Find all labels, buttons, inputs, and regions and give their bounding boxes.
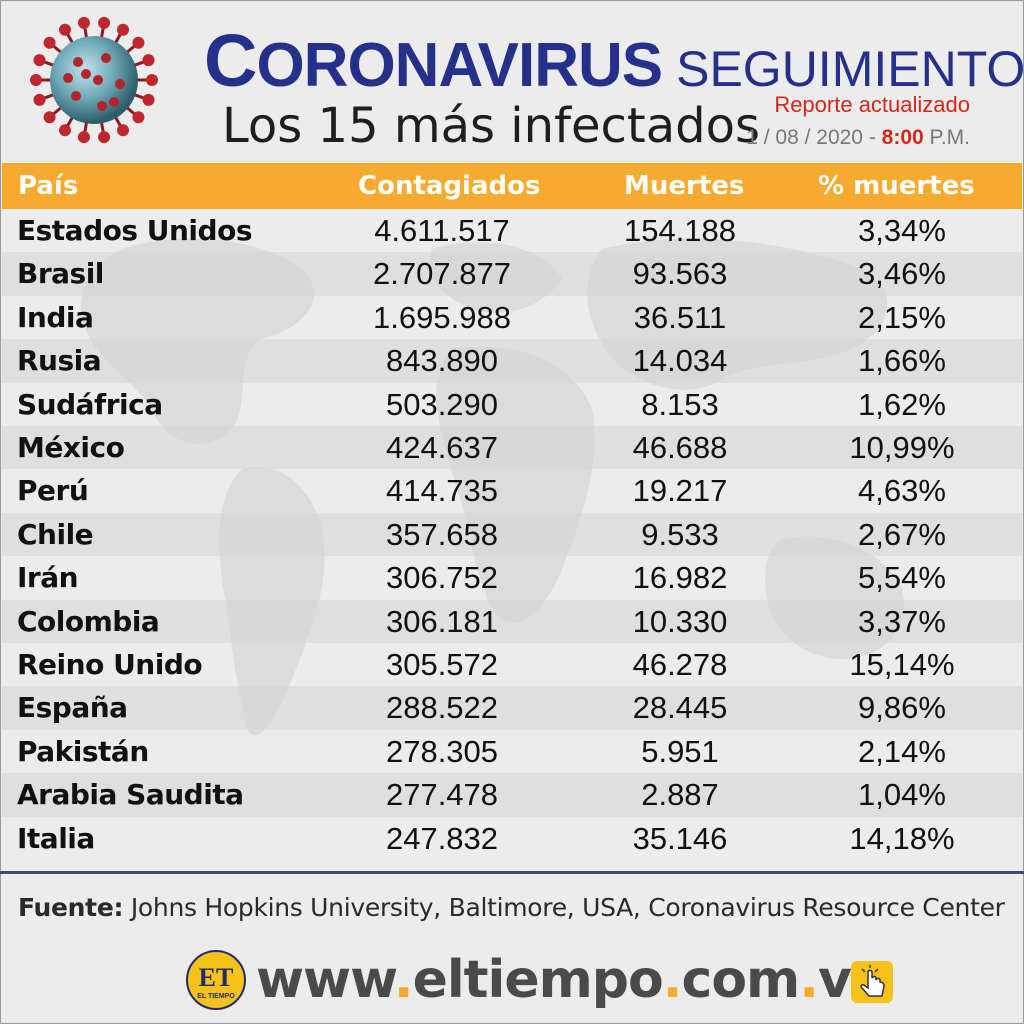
infected-cell: 306.752: [385, 560, 499, 596]
svg-text:EL TIEMPO: EL TIEMPO: [197, 993, 235, 1000]
infected-cell: 306.181: [385, 603, 499, 639]
table-header: País Contagiados Muertes % muertes: [2, 163, 1022, 209]
death-rate-cell: 9,86%: [858, 690, 946, 726]
infected-cell: 424.637: [385, 430, 499, 465]
country-cell: Brasil: [17, 257, 104, 291]
death-rate-cell: 2,67%: [858, 516, 946, 552]
deaths-cell: 9.533: [641, 516, 719, 552]
country-cell: Colombia: [17, 604, 160, 638]
table-body: Estados Unidos 4.611.517 154.188 3,34% Brasi…: [2, 209, 1022, 860]
deaths-cell: 16.982: [632, 560, 728, 596]
page-title: CORONAVIRUS SEGUIMIENTO: [204, 19, 1024, 102]
death-rate-cell: 5,54%: [858, 560, 946, 596]
deaths-cell: 5.951: [641, 733, 719, 769]
source-credit: Fuente: Johns Hopkins University, Baltim…: [18, 893, 1005, 922]
infected-cell: 1.695.988: [373, 299, 511, 335]
infected-cell: 503.290: [385, 386, 499, 422]
table-row: México 424.637 46.688 10,99%: [2, 426, 1022, 470]
source-text: Johns Hopkins University, Baltimore, USA…: [123, 893, 1005, 922]
country-cell: Italia: [17, 821, 95, 855]
deaths-cell: 46.688: [632, 430, 728, 465]
infected-cell: 288.522: [385, 690, 499, 726]
deaths-cell: 28.445: [632, 690, 728, 726]
page-subtitle: Los 15 más infectados: [222, 98, 760, 154]
country-cell: Arabia Saudita: [17, 778, 244, 812]
country-cell: Reino Unido: [17, 648, 203, 681]
infected-cell: 305.572: [385, 647, 499, 682]
infected-cell: 357.658: [385, 516, 499, 552]
footer-divider: [0, 871, 1024, 874]
table-row: Reino Unido 305.572 46.278 15,14%: [2, 643, 1022, 686]
death-rate-cell: 3,37%: [858, 603, 946, 639]
country-cell: Perú: [17, 474, 89, 508]
title-secondary: SEGUIMIENTO: [676, 41, 1024, 97]
country-cell: Chile: [17, 517, 94, 551]
column-header-infected: Contagiados: [358, 171, 541, 201]
table-row: Estados Unidos 4.611.517 154.188 3,34%: [2, 209, 1022, 252]
table-row: Brasil 2.707.877 93.563 3,46%: [2, 252, 1022, 296]
deaths-cell: 19.217: [632, 473, 728, 509]
table-row: Arabia Saudita 277.478 2.887 1,04%: [2, 773, 1022, 817]
column-header-country: País: [18, 171, 79, 201]
deaths-cell: 36.511: [633, 299, 727, 335]
infected-cell: 277.478: [385, 777, 499, 813]
table-row: Colombia 306.181 10.330 3,37%: [2, 599, 1022, 643]
svg-text:ET: ET: [199, 963, 234, 992]
death-rate-cell: 2,14%: [858, 733, 946, 769]
country-cell: Rusia: [17, 344, 102, 378]
death-rate-cell: 10,99%: [849, 430, 955, 465]
deaths-cell: 35.146: [632, 820, 728, 856]
footer: ET EL TIEMPO www.eltiempo.com.ve: [186, 948, 906, 1012]
table-row: Perú 414.735 19.217 4,63%: [2, 469, 1022, 512]
coronavirus-icon: [30, 16, 158, 144]
report-time: 8:00: [881, 126, 924, 149]
country-cell: España: [17, 691, 128, 725]
report-label: Reporte actualizado: [774, 92, 970, 117]
country-cell: México: [17, 431, 125, 464]
table-row: Italia 247.832 35.146 14,18%: [2, 817, 1022, 860]
death-rate-cell: 1,62%: [858, 386, 946, 422]
table-row: Pakistán 278.305 5.951 2,14%: [2, 730, 1022, 773]
deaths-cell: 46.278: [632, 647, 728, 682]
report-info: Reporte actualizado 1 / 08 / 2020 - 8:00…: [746, 92, 970, 150]
death-rate-cell: 15,14%: [849, 647, 955, 682]
deaths-cell: 2.887: [641, 777, 719, 813]
table-row: Chile 357.658 9.533 2,67%: [2, 512, 1022, 557]
table-row: Irán 306.752 16.982 5,54%: [2, 556, 1022, 599]
table-row: Rusia 843.890 14.034 1,66%: [2, 339, 1022, 383]
infected-cell: 4.611.517: [374, 213, 510, 248]
country-cell: Estados Unidos: [17, 214, 252, 247]
source-label: Fuente:: [18, 893, 124, 922]
eltiempo-logo: ET EL TIEMPO: [186, 950, 246, 1010]
column-header-death-rate: % muertes: [818, 171, 975, 201]
table-row: India 1.695.988 36.511 2,15%: [2, 296, 1022, 339]
infected-cell: 278.305: [385, 733, 499, 769]
deaths-cell: 14.034: [632, 343, 728, 379]
deaths-cell: 154.188: [623, 213, 737, 248]
death-rate-cell: 2,15%: [858, 299, 946, 335]
table-row: Sudáfrica 503.290 8.153 1,62%: [2, 383, 1022, 426]
deaths-cell: 8.153: [641, 386, 719, 422]
country-cell: India: [17, 300, 94, 334]
report-date-time: 1 / 08 / 2020 - 8:00 P.M.: [746, 126, 970, 149]
hand-click-icon: [851, 961, 893, 1003]
infected-cell: 843.890: [385, 343, 499, 379]
country-cell: Pakistán: [17, 734, 149, 768]
death-rate-cell: 4,63%: [858, 473, 946, 509]
death-rate-cell: 3,46%: [858, 256, 946, 292]
infected-cell: 414.735: [385, 473, 499, 509]
deaths-cell: 93.563: [632, 256, 728, 292]
death-rate-cell: 1,66%: [858, 343, 946, 379]
infected-cell: 247.832: [385, 820, 499, 856]
country-cell: Irán: [17, 561, 79, 595]
death-rate-cell: 14,18%: [849, 820, 955, 856]
death-rate-cell: 1,04%: [858, 777, 946, 813]
country-cell: Sudáfrica: [17, 387, 163, 421]
column-header-deaths: Muertes: [624, 171, 745, 201]
table-row: España 288.522 28.445 9,86%: [2, 686, 1022, 730]
death-rate-cell: 3,34%: [858, 213, 946, 248]
website-url[interactable]: www.eltiempo.com.ve: [256, 950, 886, 1010]
deaths-cell: 10.330: [632, 603, 728, 639]
infected-cell: 2.707.877: [373, 256, 511, 292]
